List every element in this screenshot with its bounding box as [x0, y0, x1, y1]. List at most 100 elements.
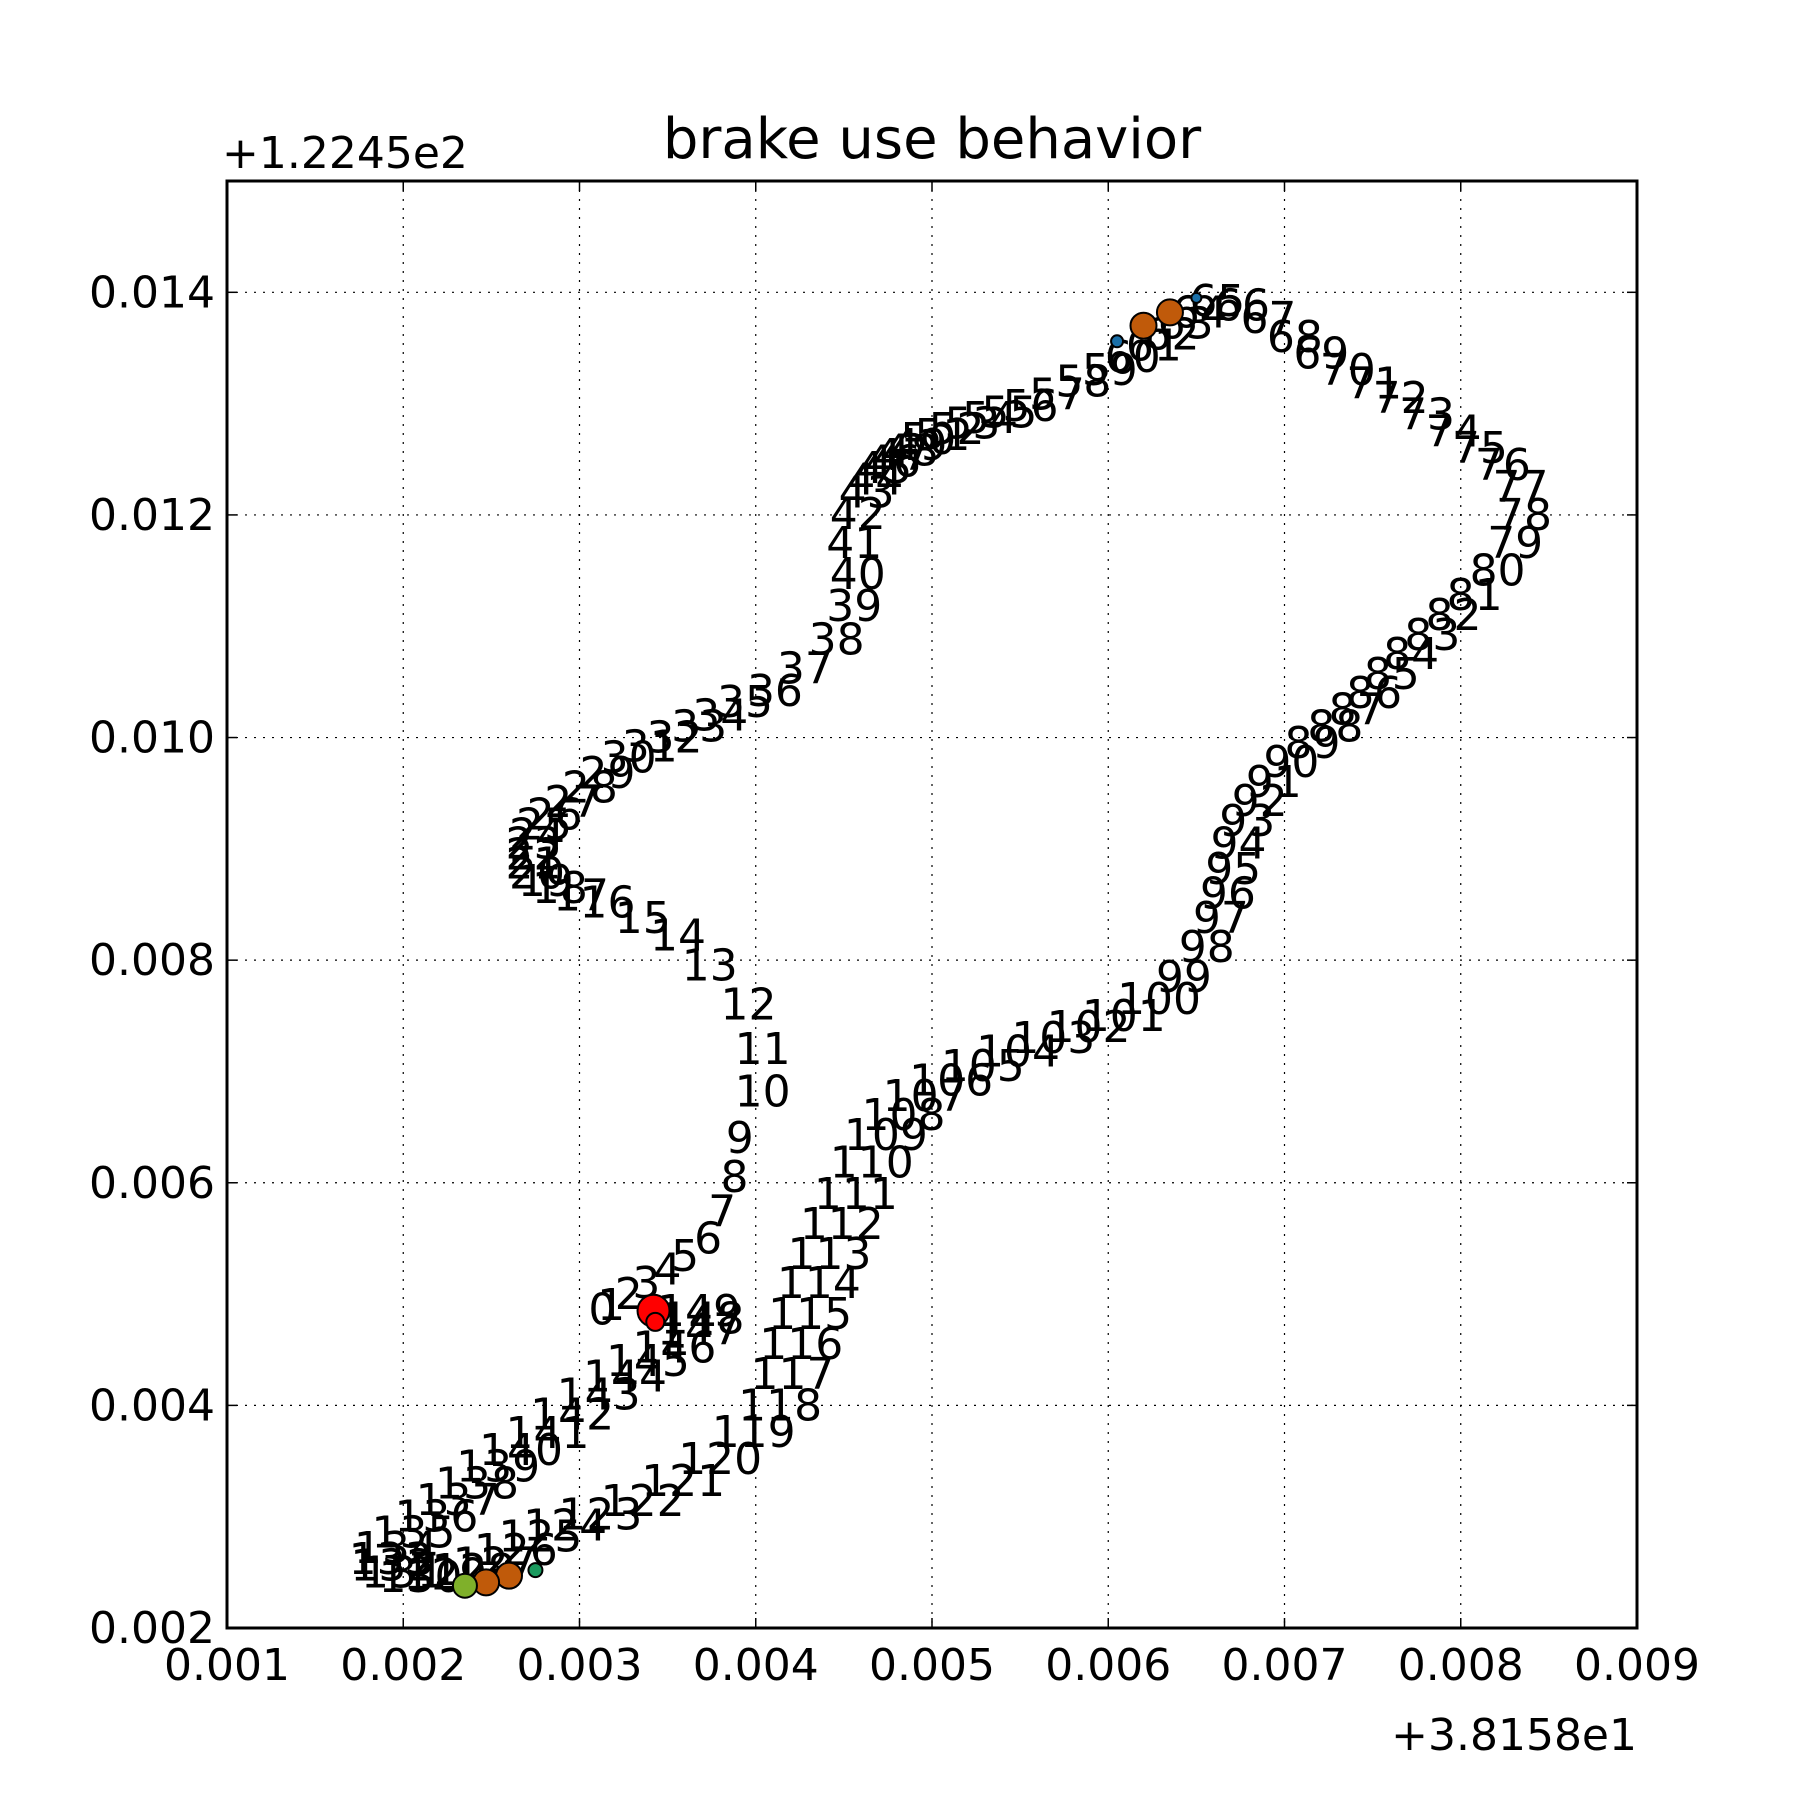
point-label: 96	[1200, 868, 1256, 919]
point-label: 136	[394, 1492, 478, 1543]
y-tick-label: 0.006	[89, 1158, 215, 1209]
point-label: 91	[1246, 757, 1302, 808]
point-label: 79	[1487, 518, 1543, 569]
point-label: 97	[1193, 893, 1249, 944]
point-label: 110	[830, 1138, 914, 1189]
grid	[227, 181, 1637, 1628]
point-label: 145	[606, 1336, 690, 1387]
point-label: 78	[1496, 490, 1552, 541]
point-label: 123	[558, 1489, 642, 1540]
point-label: 5	[671, 1231, 699, 1282]
point-label: 108	[862, 1090, 946, 1141]
point-label: 124	[523, 1501, 607, 1552]
point-label: 7	[708, 1187, 736, 1238]
point-label: 14	[650, 911, 706, 962]
point-label: 25	[516, 799, 572, 850]
x-tick-label: 0.009	[1574, 1640, 1700, 1691]
x-tick-label: 0.004	[693, 1640, 819, 1691]
point-label: 138	[435, 1458, 519, 1509]
point-label: 12	[721, 980, 777, 1031]
chart-title: brake use behavior	[663, 107, 1202, 172]
point-label: 21	[505, 838, 561, 889]
point-label: 95	[1205, 844, 1261, 895]
point-label: 22	[505, 829, 561, 880]
point-label: 125	[498, 1512, 582, 1563]
point-label: 8	[721, 1152, 749, 1203]
brake-marker	[495, 1561, 523, 1590]
plot-frame	[225, 179, 1639, 1630]
point-label: 54	[962, 393, 1018, 444]
point-label: 107	[883, 1071, 967, 1122]
point-label: 94	[1210, 818, 1266, 869]
point-label: 80	[1470, 546, 1526, 597]
point-label: 70	[1320, 345, 1376, 396]
x-tick-label: 0.005	[869, 1640, 995, 1691]
point-label: 20	[509, 848, 565, 899]
x-tick-label: 0.007	[1222, 1640, 1348, 1691]
point-label: 117	[750, 1349, 834, 1400]
brake-marker	[527, 1562, 544, 1579]
point-label: 26	[527, 789, 583, 840]
x-tick-label: 0.008	[1398, 1640, 1524, 1691]
y-tick-label: 0.004	[89, 1380, 215, 1431]
point-label: 106	[909, 1055, 993, 1106]
point-label: 32	[646, 713, 702, 764]
point-label: 130	[379, 1552, 463, 1603]
point-label: 146	[632, 1323, 716, 1374]
point-label: 42	[830, 489, 886, 540]
point-label: 149	[657, 1286, 741, 1337]
point-label: 131	[361, 1547, 445, 1598]
point-label: 133	[349, 1534, 433, 1585]
point-label: 46	[865, 436, 921, 487]
point-label: 59	[1082, 345, 1138, 396]
point-label: 10	[735, 1066, 791, 1117]
point-label: 51	[914, 410, 970, 461]
point-label: 57	[1029, 370, 1085, 421]
point-label: 16	[580, 877, 636, 928]
point-label: 88	[1307, 701, 1363, 752]
point-label: 113	[787, 1229, 871, 1280]
point-label: 67	[1240, 293, 1296, 344]
point-label: 98	[1179, 922, 1235, 973]
point-label: 115	[768, 1289, 852, 1340]
point-label: 120	[678, 1434, 762, 1485]
point-label: 36	[747, 666, 803, 717]
point-label: 9	[726, 1113, 754, 1164]
point-label: 87	[1329, 685, 1385, 736]
point-label: 50	[900, 414, 956, 465]
point-label: 109	[844, 1110, 928, 1161]
brake-marker	[1129, 311, 1158, 340]
point-label: 17	[553, 871, 609, 922]
y-tick-label: 0.012	[89, 490, 215, 541]
point-label: 68	[1267, 312, 1323, 363]
brake-marker	[645, 1311, 666, 1332]
brake-marker	[1155, 298, 1184, 327]
point-label: 48	[883, 425, 939, 476]
point-label: 134	[354, 1523, 438, 1574]
point-label: 43	[839, 468, 895, 519]
y-offset-label: +1.2245e2	[222, 128, 468, 179]
point-label: 45	[856, 443, 912, 494]
point-label: 18	[532, 863, 588, 914]
point-label: 77	[1492, 462, 1548, 513]
point-label: 118	[738, 1380, 822, 1431]
point-labels: 0123456789101112131415161718192021222324…	[349, 276, 1552, 1603]
point-label: 142	[530, 1389, 614, 1440]
point-label: 144	[583, 1351, 667, 1402]
point-label: 143	[557, 1369, 641, 1420]
x-tick-label: 0.003	[517, 1640, 643, 1691]
point-label: 40	[830, 549, 886, 600]
point-label: 92	[1232, 776, 1288, 827]
point-label: 69	[1293, 329, 1349, 380]
point-label: 81	[1447, 570, 1503, 621]
point-label: 74	[1426, 406, 1482, 457]
point-label: 85	[1364, 649, 1420, 700]
point-label: 137	[416, 1475, 500, 1526]
point-label: 38	[809, 615, 865, 666]
brake-marker	[1190, 291, 1203, 304]
point-label: 101	[1082, 991, 1166, 1042]
point-label: 86	[1346, 668, 1402, 719]
point-label: 90	[1263, 737, 1319, 788]
x-tick-label: 0.006	[1045, 1640, 1171, 1691]
